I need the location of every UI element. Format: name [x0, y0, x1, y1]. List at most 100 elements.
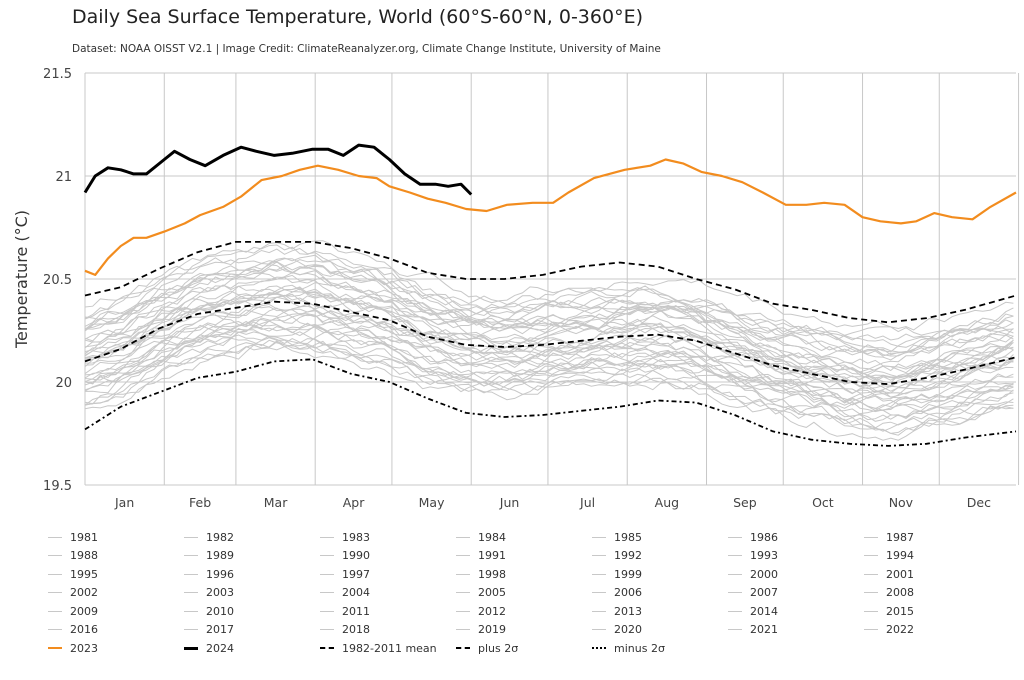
- legend-item-2000[interactable]: 2000: [728, 566, 778, 582]
- legend-item-1989[interactable]: 1989: [184, 548, 234, 564]
- legend-item-1995[interactable]: 1995: [48, 566, 98, 582]
- legend-item-1998[interactable]: 1998: [456, 566, 506, 582]
- legend-item-minus-2-[interactable]: minus 2σ: [592, 640, 665, 656]
- legend-item-2007[interactable]: 2007: [728, 585, 778, 601]
- legend-item-2005[interactable]: 2005: [456, 585, 506, 601]
- legend-item-2019[interactable]: 2019: [456, 622, 506, 638]
- legend-item-2021[interactable]: 2021: [728, 622, 778, 638]
- series-2023: [84, 158, 1017, 276]
- x-tick-label: Jul: [579, 495, 595, 510]
- legend-item-1984[interactable]: 1984: [456, 529, 506, 545]
- legend-item-1990[interactable]: 1990: [320, 548, 370, 564]
- series-2024: [83, 143, 473, 196]
- legend-item-1997[interactable]: 1997: [320, 566, 370, 582]
- legend-label: minus 2σ: [614, 641, 665, 655]
- legend-label: 1987: [886, 530, 914, 544]
- legend-item-1982-2011-mean[interactable]: 1982-2011 mean: [320, 640, 437, 656]
- chart-title: Daily Sea Surface Temperature, World (60…: [72, 6, 643, 28]
- legend-label: 2005: [478, 586, 506, 599]
- legend-label: 2000: [750, 567, 778, 581]
- legend-item-2014[interactable]: 2014: [728, 603, 778, 619]
- legend-item-2006[interactable]: 2006: [592, 585, 642, 601]
- legend-label: 2011: [342, 604, 370, 618]
- legend-label: 1996: [206, 567, 234, 581]
- legend-swatch: [864, 592, 878, 593]
- legend-swatch: [456, 629, 470, 630]
- legend-item-2020[interactable]: 2020: [592, 622, 642, 638]
- legend-label: 2022: [886, 623, 914, 636]
- legend-item-2002[interactable]: 2002: [48, 585, 98, 601]
- legend-label: 1998: [478, 567, 506, 581]
- legend-item-2004[interactable]: 2004: [320, 585, 370, 601]
- legend-swatch: [184, 536, 198, 538]
- legend-swatch: [456, 592, 470, 593]
- legend-swatch: [864, 629, 878, 630]
- legend-label: 1986: [750, 530, 778, 544]
- legend-swatch: [320, 610, 334, 612]
- legend-swatch: [456, 536, 470, 538]
- legend-swatch: [728, 573, 742, 575]
- legend-item-2001[interactable]: 2001: [864, 566, 914, 582]
- x-tick-label: Mar: [264, 495, 288, 510]
- legend-label: 1995: [70, 567, 98, 581]
- legend-swatch: [320, 555, 334, 556]
- year-line-2012: [84, 274, 1014, 375]
- legend-item-2023[interactable]: 2023: [48, 640, 98, 656]
- legend-label: 2020: [614, 623, 642, 636]
- legend-item-2016[interactable]: 2016: [48, 622, 98, 638]
- legend-item-2015[interactable]: 2015: [864, 603, 914, 619]
- legend-label: 2008: [886, 586, 914, 599]
- legend-swatch: [48, 592, 62, 593]
- legend-item-1988[interactable]: 1988: [48, 548, 98, 564]
- legend-item-2010[interactable]: 2010: [184, 603, 234, 619]
- x-tick-label: Dec: [967, 495, 991, 510]
- x-tick-label: Nov: [889, 495, 914, 510]
- legend-swatch: [456, 610, 470, 612]
- legend-item-2017[interactable]: 2017: [184, 622, 234, 638]
- legend-swatch: [592, 536, 606, 538]
- legend-label: 2014: [750, 604, 778, 618]
- legend-item-1981[interactable]: 1981: [48, 529, 98, 545]
- year-line-1986: [84, 322, 1014, 411]
- legend-label: 2007: [750, 586, 778, 599]
- legend-item-2009[interactable]: 2009: [48, 603, 98, 619]
- legend-label: 1997: [342, 567, 370, 581]
- legend-item-2012[interactable]: 2012: [456, 603, 506, 619]
- legend-item-1996[interactable]: 1996: [184, 566, 234, 582]
- legend-item-2003[interactable]: 2003: [184, 585, 234, 601]
- legend-item-2013[interactable]: 2013: [592, 603, 642, 619]
- legend-item-1994[interactable]: 1994: [864, 548, 914, 564]
- y-tick-label: 20: [55, 376, 72, 391]
- year-line-1987: [84, 337, 1014, 434]
- legend-swatch: [184, 646, 198, 650]
- legend-item-2022[interactable]: 2022: [864, 622, 914, 638]
- legend-label: 2002: [70, 586, 98, 599]
- year-line-1989: [84, 328, 1014, 422]
- legend-item-1992[interactable]: 1992: [592, 548, 642, 564]
- legend-label: 1981: [70, 530, 98, 544]
- legend-swatch: [320, 629, 334, 630]
- legend-item-1985[interactable]: 1985: [592, 529, 642, 545]
- legend-item-2008[interactable]: 2008: [864, 585, 914, 601]
- legend-label: 2013: [614, 604, 642, 618]
- legend-item-1993[interactable]: 1993: [728, 548, 778, 564]
- legend-item-plus-2-[interactable]: plus 2σ: [456, 640, 518, 656]
- legend-label: 2003: [206, 586, 234, 599]
- legend-item-1983[interactable]: 1983: [320, 529, 370, 545]
- legend-item-2018[interactable]: 2018: [320, 622, 370, 638]
- legend-item-2024[interactable]: 2024: [184, 640, 234, 656]
- legend-item-1987[interactable]: 1987: [864, 529, 914, 545]
- year-line-2000: [84, 310, 1014, 402]
- year-line-1997: [84, 307, 1014, 404]
- legend-item-1991[interactable]: 1991: [456, 548, 506, 564]
- y-tick-label: 21: [55, 170, 72, 185]
- legend-item-1982[interactable]: 1982: [184, 529, 234, 545]
- legend-label: 2018: [342, 623, 370, 636]
- legend-item-1999[interactable]: 1999: [592, 566, 642, 582]
- legend-item-2011[interactable]: 2011: [320, 603, 370, 619]
- x-tick-label: Jan: [114, 495, 134, 510]
- legend-swatch: [184, 573, 198, 575]
- legend-swatch: [864, 610, 878, 612]
- year-line-2017: [84, 259, 1014, 357]
- legend-item-1986[interactable]: 1986: [728, 529, 778, 545]
